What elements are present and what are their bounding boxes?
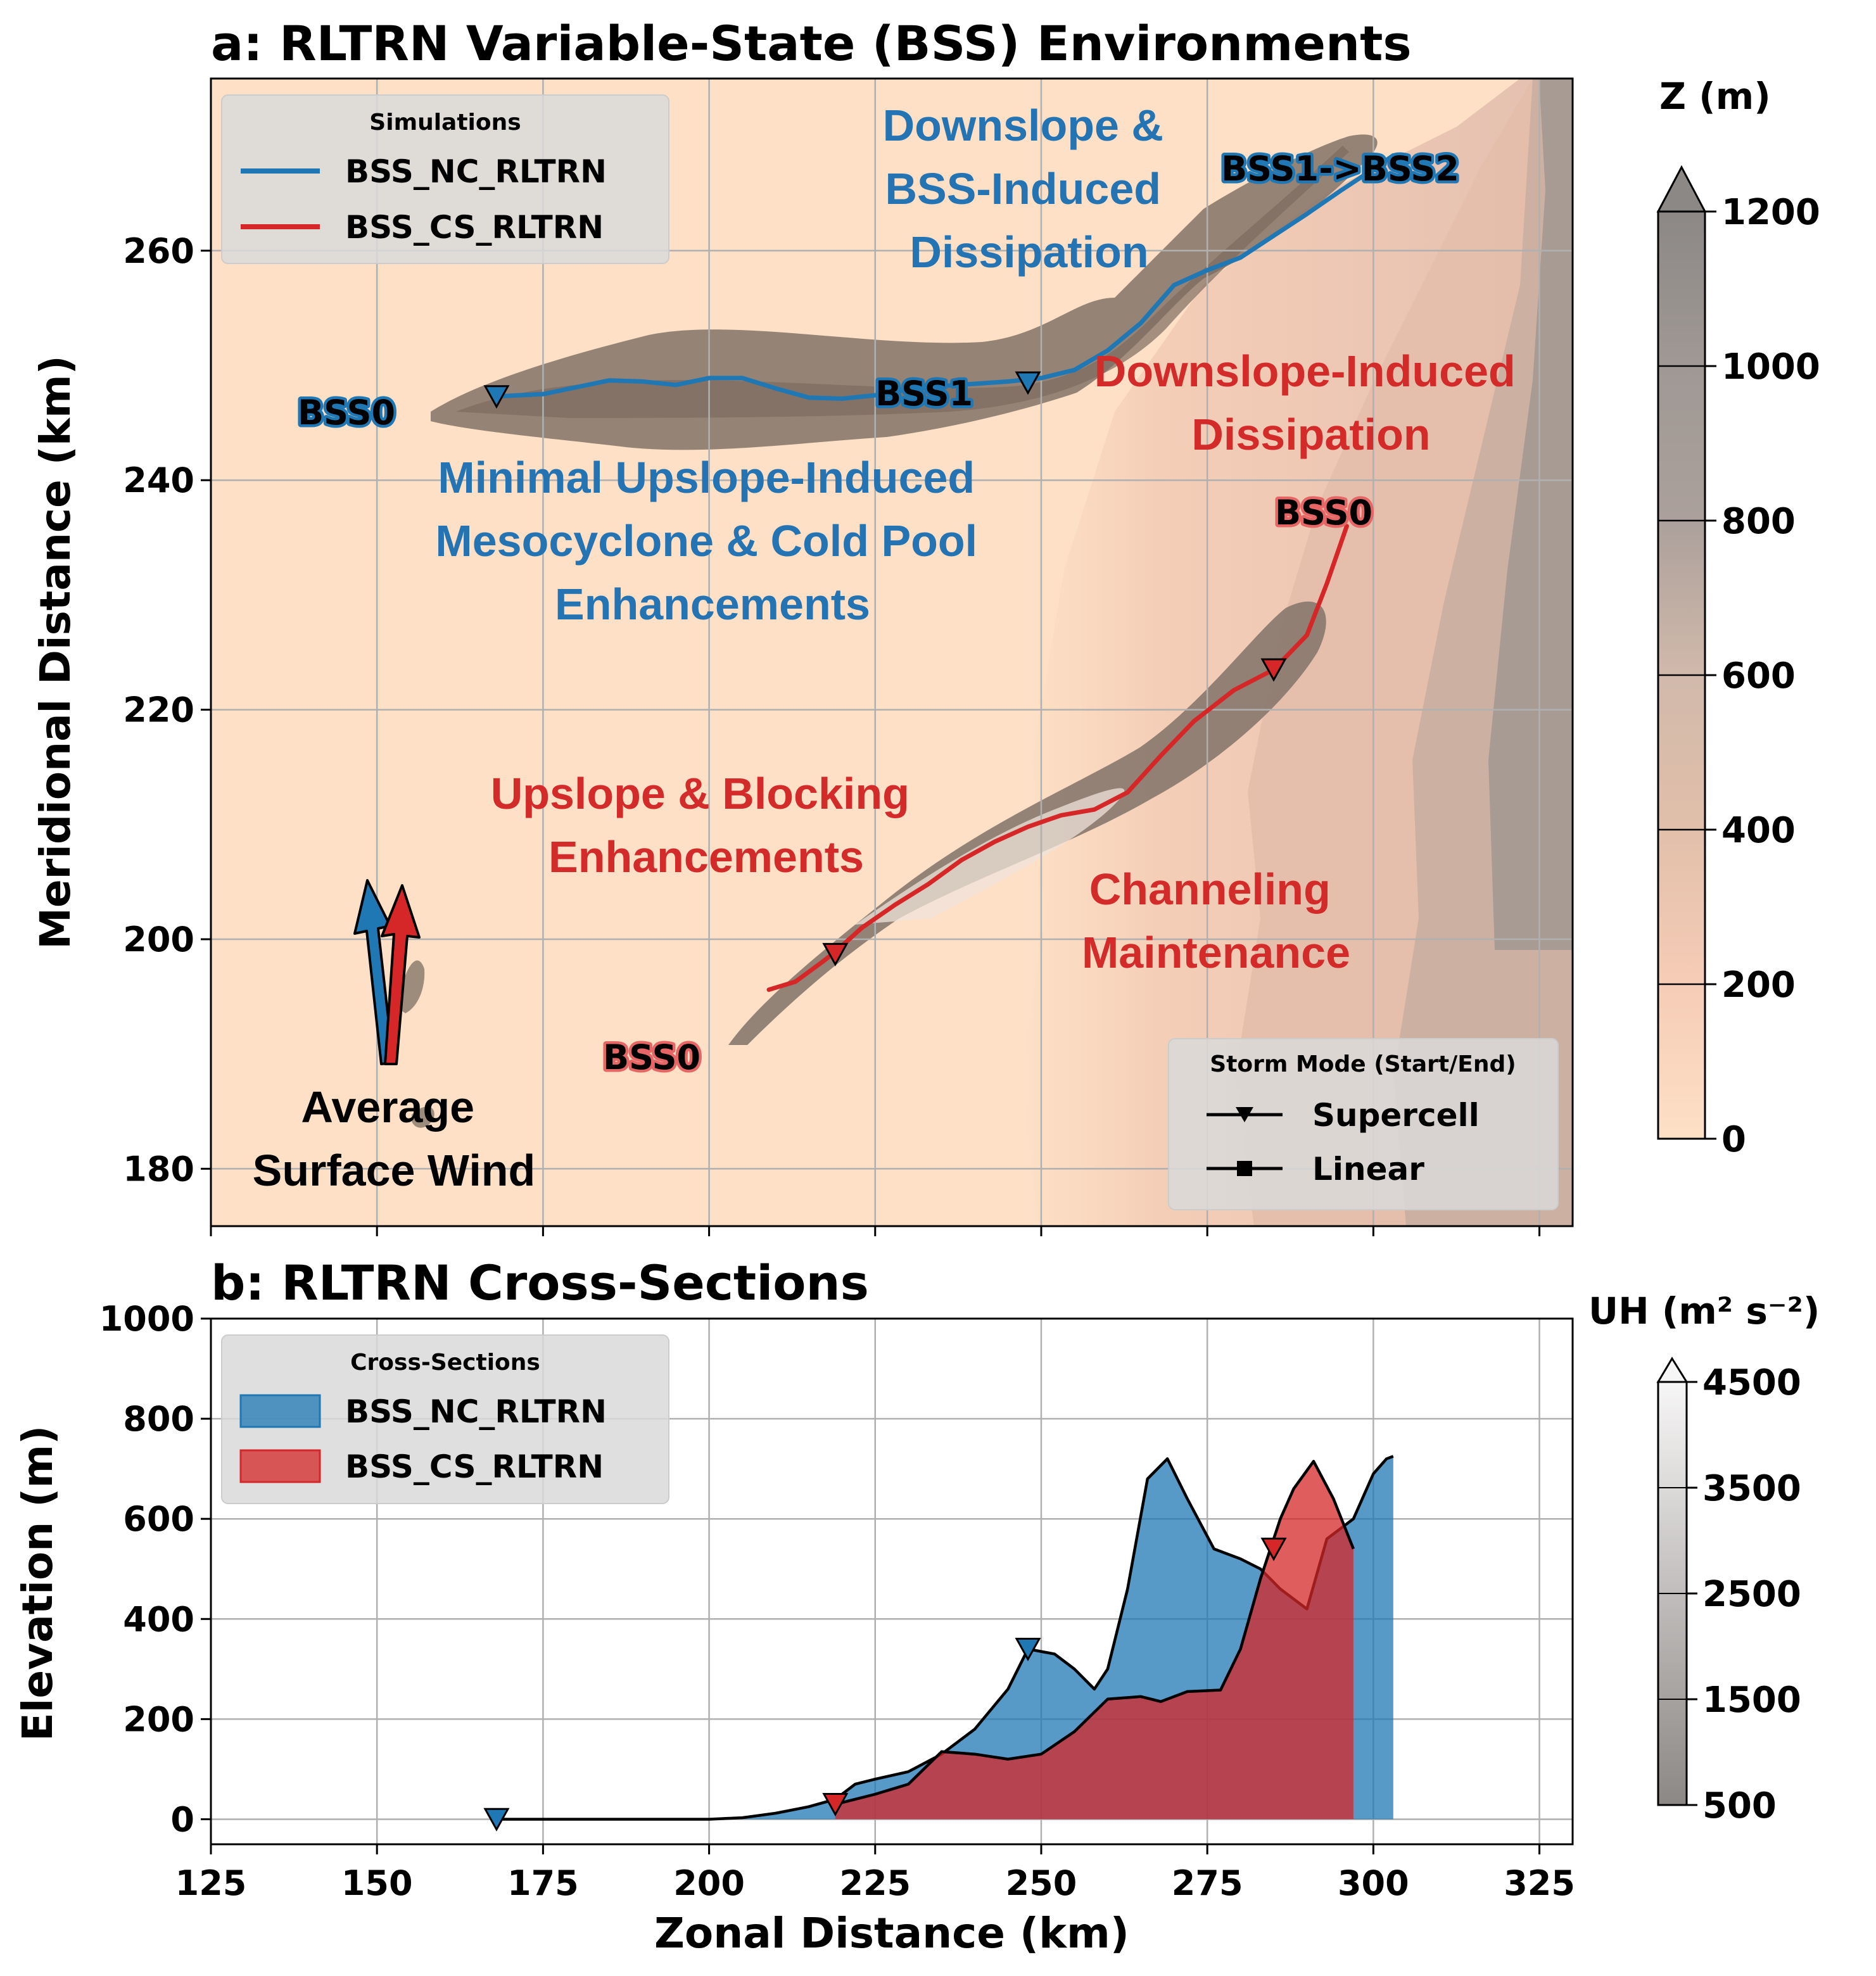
panel-a-ticks: 180 200 220 240 260 (123, 231, 1541, 1236)
state-label-cs-start: BSS0 (603, 1037, 700, 1077)
uh-swath-nc (431, 134, 1378, 450)
legend-linear-label: Linear (1312, 1151, 1424, 1188)
y-tick-label: 260 (123, 231, 194, 271)
annotation-blue-top: Downslope & BSS-Induced Dissipation (883, 101, 1176, 277)
supercell-marker (1015, 371, 1041, 395)
supercell-marker (483, 1808, 510, 1832)
annotation-red-top: Downslope-Induced Dissipation (1094, 346, 1528, 459)
y-tick-label: 0 (170, 1799, 194, 1839)
supercell-marker (483, 385, 510, 409)
colorbar-z-tick-label: 200 (1721, 965, 1796, 1006)
legend-cross-sections: Cross-Sections BSS_NC_RLTRN BSS_CS_RLTRN (221, 1334, 669, 1504)
panel-b-areas (483, 1455, 1394, 1832)
colorbar-uh-extend (1656, 1357, 1689, 1383)
colorbar-z-extend (1656, 165, 1707, 213)
panel-a-tracks (483, 153, 1396, 992)
panel-a-plot-area (211, 79, 1573, 1226)
x-tick-label: 300 (1338, 1863, 1409, 1903)
annotation-blue-mid: Minimal Upslope-Induced Mesocyclone & Co… (435, 453, 989, 629)
panel-b-ylabel: Elevation (m) (13, 1426, 62, 1742)
area-bss_cs_rltrn (835, 1461, 1353, 1820)
legend-nc-label: BSS_NC_RLTRN (345, 153, 607, 190)
legend-nc-patch (239, 1394, 321, 1428)
supercell-marker (822, 1793, 849, 1817)
colorbar-z-tick-label: 600 (1721, 656, 1796, 697)
legend-cross-sections-box (221, 1334, 669, 1504)
legend-storm-mode-title: Storm Mode (Start/End) (1210, 1051, 1516, 1077)
y-tick-label: 180 (123, 1149, 194, 1189)
y-tick-label: 240 (123, 460, 194, 500)
y-tick-label: 800 (123, 1399, 194, 1439)
colorbar-z-tick-label: 400 (1721, 810, 1796, 851)
annotation-wind: Average Surface Wind (253, 1082, 536, 1195)
colorbar-z-ticks: 0 200 400 600 800 1000 1200 (1658, 192, 1820, 1160)
wind-arrow-cs (381, 884, 421, 1065)
uh-swath-nc-core (456, 146, 1349, 418)
legend-cs-patch (239, 1449, 321, 1483)
panel-b-xlabel: Zonal Distance (km) (654, 1909, 1129, 1958)
legend-supercell-marker (1236, 1107, 1253, 1122)
uh-blob-small (396, 960, 425, 1013)
panel-a-grid (211, 79, 1573, 1226)
annotation-red-right: Channeling Maintenance (1082, 864, 1350, 977)
panel-a-frame (210, 77, 1574, 1227)
track-bss_nc_rltrn (494, 153, 1396, 401)
supercell-marker (822, 942, 849, 966)
x-tick-label: 175 (507, 1863, 579, 1903)
colorbar-z-tick-label: 1200 (1721, 192, 1820, 233)
colorbar-z-tick-label: 800 (1721, 501, 1796, 542)
state-label-nc-start: BSS0 (298, 393, 395, 433)
y-tick-label: 200 (123, 920, 194, 960)
supercell-marker (1015, 1638, 1041, 1661)
y-tick-label: 220 (123, 690, 194, 730)
panel-a-title: a: RLTRN Variable-State (BSS) Environmen… (211, 15, 1412, 72)
colorbar-z-tick-label: 1000 (1721, 346, 1820, 388)
state-label-nc-end: BSS1->BSS2 (1221, 149, 1459, 189)
y-tick-label: 600 (123, 1499, 194, 1539)
x-tick-label: 200 (673, 1863, 745, 1903)
legend-cs-section-label: BSS_CS_RLTRN (345, 1448, 604, 1485)
colorbar-uh-tick-label: 3500 (1702, 1468, 1801, 1509)
uh-blob-small-2 (412, 1106, 434, 1128)
x-tick-label: 275 (1172, 1863, 1243, 1903)
state-label-nc-mid: BSS1 (875, 374, 973, 414)
panel-b-title: b: RLTRN Cross-Sections (211, 1255, 869, 1311)
legend-nc-section-label: BSS_NC_RLTRN (345, 1393, 607, 1430)
legend-simulations-title: Simulations (369, 110, 521, 136)
state-label-cs-end: BSS0 (1275, 493, 1372, 533)
panel-b-frame (210, 1317, 1574, 1846)
panel-b-ticks: 125 150 175 200 225 250 275 300 325 0 200 400 600 800… (99, 1299, 1575, 1903)
supercell-marker (1260, 1537, 1287, 1561)
annotation-red-left: Upslope & Blocking Enhancements (491, 769, 922, 882)
outline-bss_cs_rltrn (835, 1460, 1355, 1806)
legend-cross-sections-title: Cross-Sections (350, 1350, 540, 1376)
supercell-marker (1260, 658, 1287, 682)
legend-storm-mode: Storm Mode (Start/End) Supercell Linear (1168, 1038, 1559, 1210)
legend-linear-marker (1237, 1161, 1252, 1176)
terrain-relief-peak (1488, 79, 1573, 950)
y-tick-label: 400 (123, 1599, 194, 1639)
legend-supercell-label: Supercell (1312, 1097, 1480, 1134)
legend-cs-label: BSS_CS_RLTRN (345, 209, 604, 246)
colorbar-z-title: Z (m) (1659, 75, 1771, 118)
colorbar-uh-tick-label: 500 (1702, 1785, 1777, 1827)
legend-simulations-box (221, 94, 669, 264)
x-tick-label: 225 (839, 1863, 911, 1903)
panel-a-ylabel: Meridional Distance (km) (31, 355, 80, 949)
colorbar-uh-tick-label: 1500 (1702, 1680, 1801, 1721)
colorbar-uh-ticks: 500 1500 2500 3500 4500 (1658, 1362, 1801, 1827)
colorbar-uh-tick-label: 2500 (1702, 1574, 1801, 1615)
x-tick-label: 125 (175, 1863, 247, 1903)
x-tick-label: 150 (341, 1863, 413, 1903)
legend-simulations: Simulations BSS_NC_RLTRN BSS_CS_RLTRN (221, 94, 669, 264)
x-tick-label: 325 (1504, 1863, 1575, 1903)
colorbar-uh-title: UH (m² s⁻²) (1588, 1289, 1820, 1333)
colorbar-z-tick-label: 0 (1721, 1119, 1746, 1160)
x-tick-label: 250 (1006, 1863, 1077, 1903)
y-tick-label: 200 (123, 1699, 194, 1739)
uh-swath-cs-core (855, 788, 1125, 925)
colorbar-uh-tick-label: 4500 (1702, 1362, 1801, 1403)
y-tick-label: 1000 (99, 1299, 194, 1339)
